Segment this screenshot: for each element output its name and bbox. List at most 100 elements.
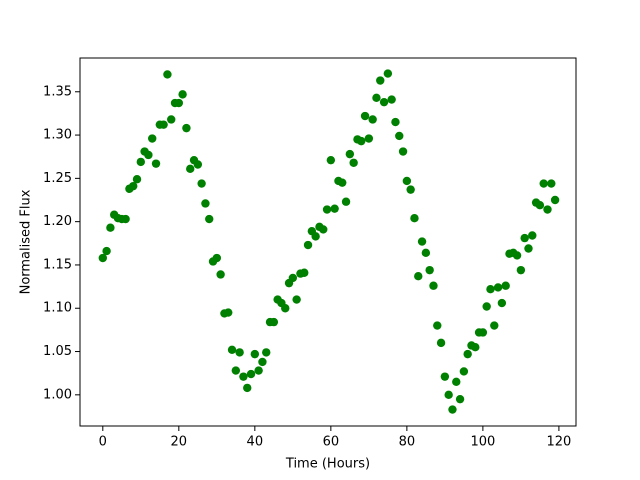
- data-point: [201, 199, 210, 208]
- data-point: [174, 98, 184, 108]
- data-point: [520, 233, 529, 243]
- data-point: [398, 147, 408, 156]
- data-point: [159, 120, 168, 129]
- data-point: [231, 366, 241, 375]
- data-point: [193, 160, 203, 169]
- data-point: [322, 205, 332, 214]
- data-point: [121, 214, 130, 224]
- data-point: [459, 367, 469, 376]
- data-point: [417, 237, 427, 246]
- data-point: [410, 213, 419, 223]
- x-tick-label: 0: [99, 435, 107, 450]
- data-point: [391, 117, 400, 127]
- data-point: [167, 115, 176, 124]
- data-point: [345, 149, 355, 159]
- data-point: [254, 366, 263, 375]
- data-point: [311, 232, 320, 241]
- data-point: [269, 317, 279, 327]
- data-point: [376, 76, 385, 85]
- data-point: [547, 179, 556, 188]
- data-point: [414, 272, 423, 281]
- data-point: [440, 372, 450, 381]
- data-point: [528, 231, 537, 240]
- data-point: [151, 159, 161, 168]
- data-point: [535, 201, 545, 210]
- data-point: [224, 308, 233, 317]
- data-point: [239, 372, 248, 381]
- data-point: [402, 176, 412, 186]
- y-tick-label: 1.15: [43, 257, 72, 272]
- data-point: [395, 131, 404, 141]
- data-point: [421, 248, 431, 258]
- data-point: [433, 321, 442, 330]
- data-point: [235, 348, 244, 357]
- data-point: [471, 343, 480, 352]
- data-point: [364, 134, 374, 143]
- data-point: [178, 90, 187, 99]
- data-point: [379, 97, 389, 107]
- data-point: [288, 273, 298, 283]
- data-point: [216, 270, 225, 279]
- data-point: [368, 115, 377, 124]
- y-tick-label: 1.35: [43, 84, 72, 99]
- data-point: [524, 244, 533, 253]
- data-point: [406, 185, 415, 194]
- y-tick-label: 1.10: [43, 301, 72, 316]
- data-point: [493, 283, 503, 292]
- x-tick-label: 80: [399, 435, 416, 450]
- data-point: [482, 302, 491, 311]
- data-point: [197, 179, 206, 188]
- data-point: [330, 204, 339, 213]
- x-tick-label: 20: [171, 435, 188, 450]
- data-point: [262, 348, 271, 357]
- data-point: [425, 265, 434, 275]
- data-point: [163, 70, 172, 79]
- data-point: [243, 383, 252, 393]
- y-tick-label: 1.30: [43, 128, 72, 143]
- x-tick-label: 100: [470, 435, 495, 450]
- y-axis-label: Normalised Flux: [19, 189, 34, 294]
- data-point: [132, 175, 142, 184]
- data-point: [250, 349, 260, 359]
- data-point: [292, 295, 301, 304]
- data-point: [512, 251, 522, 260]
- axes-frame: [79, 57, 577, 427]
- y-tick-label: 1.05: [43, 344, 72, 359]
- data-point: [501, 281, 510, 290]
- data-point: [539, 179, 548, 188]
- data-point: [136, 157, 146, 167]
- data-point: [463, 349, 472, 359]
- data-point: [102, 246, 111, 256]
- data-point: [349, 158, 358, 167]
- data-point: [387, 95, 396, 104]
- data-point: [326, 155, 336, 165]
- data-point: [303, 240, 313, 250]
- data-point: [144, 150, 153, 160]
- x-tick-label: 60: [323, 435, 340, 450]
- x-tick-label: 120: [546, 435, 571, 450]
- data-point: [341, 197, 351, 206]
- data-point: [106, 223, 115, 232]
- data-point: [448, 405, 457, 414]
- y-tick-label: 1.25: [43, 171, 72, 186]
- data-point: [452, 377, 461, 387]
- data-point: [212, 253, 222, 263]
- data-point: [98, 253, 108, 263]
- data-point: [372, 93, 381, 103]
- data-point: [444, 390, 453, 400]
- data-point: [436, 338, 446, 348]
- x-axis-label: Time (Hours): [285, 457, 370, 472]
- data-point: [455, 394, 465, 404]
- data-point: [543, 205, 552, 214]
- data-point: [258, 357, 267, 367]
- y-tick-label: 1.20: [43, 214, 72, 229]
- data-point: [182, 123, 191, 133]
- y-tick-label: 1.00: [43, 387, 72, 402]
- x-tick-label: 40: [247, 435, 264, 450]
- data-point: [516, 265, 526, 275]
- data-point: [550, 195, 560, 205]
- data-point: [186, 164, 195, 174]
- data-point: [486, 284, 495, 294]
